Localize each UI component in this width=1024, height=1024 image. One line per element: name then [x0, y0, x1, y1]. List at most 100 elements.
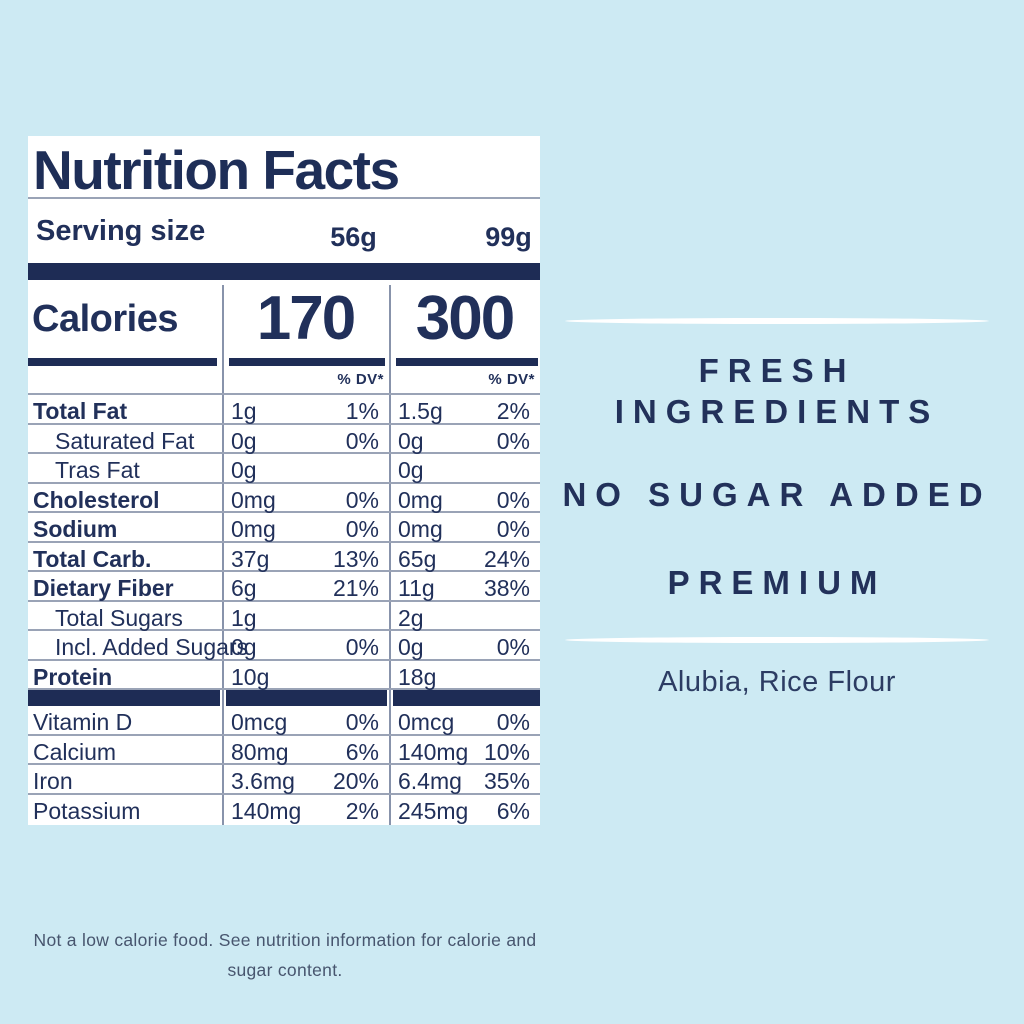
nutrient-name: Sodium [33, 516, 118, 542]
nutrient-amount: 0g [398, 427, 424, 454]
mineral-rows: Vitamin D 0mcg 0% 0mcg 0% Calcium 80mg 6% 1… [28, 706, 540, 824]
nutrient-dv: 1% [345, 398, 379, 424]
nutrient-name: Protein [33, 663, 113, 690]
nutrient-row: Saturated Fat 0g 0% 0g 0% [28, 425, 540, 454]
nutrient-row: Iron 3.6mg 20% 6.4mg 35% [28, 765, 540, 795]
nutrition-facts-title: Nutrition Facts [33, 139, 400, 201]
calories-underline-2 [229, 358, 385, 366]
nutrient-amount: 1.5g [398, 398, 443, 424]
nutrient-amount: 0g [398, 457, 424, 483]
nutrient-amount: 0mg [398, 486, 443, 513]
protein-divider-bar [28, 690, 540, 706]
nutrient-amount: 0mg [231, 516, 276, 542]
claim-no-sugar-added: NO SUGAR ADDED [562, 476, 992, 513]
nutrient-amount: 0g [231, 634, 257, 660]
nutrient-amount: 1g [231, 604, 257, 631]
serving-size-value-1: 56g [330, 222, 377, 252]
calories-value-2: 300 [415, 284, 515, 353]
nutrient-dv: 0% [496, 486, 530, 513]
disclaimer-line-2: sugar content. [227, 960, 343, 980]
nutrient-name: Potassium [33, 797, 141, 824]
nutrient-rows: Total Fat 1g 1% 1.5g 2% Saturated Fat 0g 0%… [28, 395, 540, 690]
ingredients-text: Alubia, Rice Flour [658, 666, 896, 698]
nutrient-dv: 13% [332, 545, 379, 572]
nutrient-dv: 2% [345, 797, 379, 824]
nutrient-amount: 3.6mg [231, 768, 295, 794]
column-divider-1 [222, 285, 224, 825]
nutrient-name: Saturated Fat [55, 427, 195, 454]
claims-panel: FRESH INGREDIENTS NO SUGAR ADDED PREMIUM… [560, 310, 994, 700]
nutrient-dv: 20% [332, 768, 379, 794]
nutrient-dv: 0% [345, 486, 379, 513]
nutrient-row: Tras Fat 0g 0g [28, 454, 540, 484]
nutrient-amount: 10g [231, 663, 270, 690]
nutrient-name: Incl. Added Sugars [55, 634, 249, 660]
nutrient-amount: 37g [231, 545, 270, 572]
nutrient-dv: 2% [496, 398, 530, 424]
header-bar [28, 263, 540, 280]
nutrient-row: Protein 10g 18g [28, 661, 540, 690]
brush-stroke-top [565, 318, 989, 324]
disclaimer-text: Not a low calorie food. See nutrition in… [25, 925, 545, 985]
nutrient-amount: 0mg [398, 516, 443, 542]
nutrient-dv: 0% [345, 634, 379, 660]
nutrient-row: Potassium 140mg 2% 245mg 6% [28, 795, 540, 825]
nutrient-amount: 0mg [231, 486, 276, 513]
nutrient-amount: 0mcg [231, 709, 288, 735]
nutrient-row: Calcium 80mg 6% 140mg 10% [28, 736, 540, 765]
nutrient-row: Vitamin D 0mcg 0% 0mcg 0% [28, 706, 540, 736]
nutrient-dv: 38% [483, 575, 530, 601]
nutrient-row: Total Carb. 37g 13% 65g 24% [28, 543, 540, 572]
nutrient-name: Cholesterol [33, 486, 160, 513]
nutrient-dv: 0% [496, 709, 530, 735]
nutrient-amount: 140mg [398, 738, 469, 765]
serving-size-label: Serving size [36, 215, 206, 247]
nutrient-row: Total Sugars 1g 2g [28, 602, 540, 631]
nutrient-amount: 6.4mg [398, 768, 462, 794]
brush-stroke-bottom [565, 637, 989, 643]
nutrient-amount: 6g [231, 575, 257, 601]
calories-underline-1 [28, 358, 217, 366]
calories-section: Calories 170 300 % DV* % DV* [28, 284, 540, 395]
nutrient-name: Total Fat [33, 398, 128, 424]
calories-underline-3 [396, 358, 538, 366]
disclaimer-line-1: Not a low calorie food. See nutrition in… [33, 930, 537, 950]
nutrient-amount: 0g [231, 427, 257, 454]
nutrient-name: Dietary Fiber [33, 575, 174, 601]
nutrient-amount: 140mg [231, 797, 302, 824]
nutrient-name: Vitamin D [33, 709, 133, 735]
nutrition-label: Nutrition Facts Serving size 56g 99g Cal… [28, 136, 540, 825]
nutrient-row: Cholesterol 0mg 0% 0mg 0% [28, 484, 540, 513]
dv-header-2: % DV* [488, 371, 535, 388]
nutrient-dv: 0% [345, 709, 379, 735]
dv-header-1: % DV* [337, 371, 384, 388]
nutrient-amount: 245mg [398, 797, 469, 824]
nutrient-dv: 24% [483, 545, 530, 572]
nutrient-name: Tras Fat [55, 457, 140, 483]
title-divider [28, 197, 540, 199]
nutrient-name: Iron [33, 768, 73, 794]
nutrient-row: Incl. Added Sugars 0g 0% 0g 0% [28, 631, 540, 661]
nutrient-dv: 21% [332, 575, 379, 601]
nutrient-dv: 0% [345, 516, 379, 542]
nutrient-amount: 80mg [231, 738, 289, 765]
nutrient-dv: 0% [496, 427, 530, 454]
calories-label: Calories [32, 298, 178, 340]
serving-size-value-2: 99g [485, 222, 532, 252]
nutrient-amount: 0g [398, 634, 424, 660]
nutrient-amount: 0g [231, 457, 257, 483]
nutrient-amount: 2g [398, 604, 424, 631]
nutrient-row: Sodium 0mg 0% 0mg 0% [28, 513, 540, 543]
nutrient-dv: 0% [496, 634, 530, 660]
nutrient-dv: 6% [496, 797, 530, 824]
nutrient-dv: 35% [483, 768, 530, 794]
claim-premium: PREMIUM [667, 564, 887, 601]
column-divider-2 [389, 285, 391, 825]
nutrient-amount: 18g [398, 663, 437, 690]
claim-fresh-ingredients: FRESH INGREDIENTS [614, 352, 940, 430]
nutrient-amount: 65g [398, 545, 437, 572]
nutrient-amount: 11g [398, 575, 435, 601]
nutrient-amount: 1g [231, 398, 257, 424]
nutrient-name: Calcium [33, 738, 117, 765]
nutrient-row: Total Fat 1g 1% 1.5g 2% [28, 395, 540, 425]
